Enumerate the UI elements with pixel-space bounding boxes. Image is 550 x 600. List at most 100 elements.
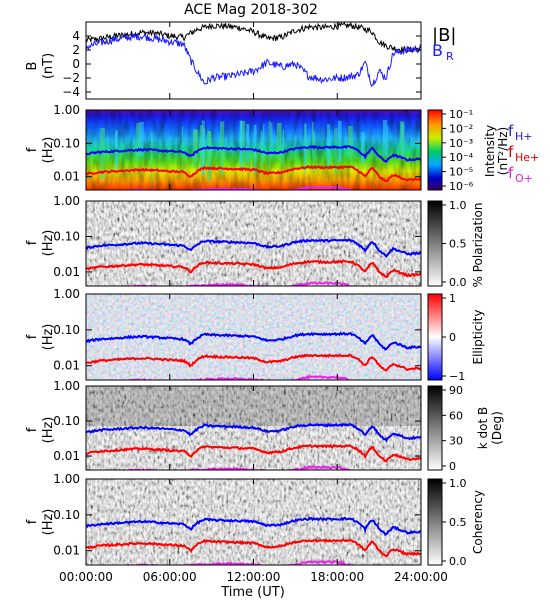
colorbar-tick-label: −1: [449, 370, 465, 383]
intensity-streak: [261, 130, 263, 171]
polarization-colorbar: [427, 200, 443, 287]
intensity-streak: [282, 129, 284, 167]
polarization-y-ticks: 1.00 0.10 0.01: [53, 194, 421, 279]
h-plus-gyrofrequency-line: [86, 331, 421, 351]
intensity-streak: [399, 121, 405, 160]
polarization-panel: 1.00 0.10 0.01 f (Hz) 1.0 0.5 0.0 % Polariza…: [25, 194, 485, 289]
x-tick-label: 00:00:00: [59, 570, 113, 584]
field-y-tick-label: 0: [72, 57, 80, 71]
intensity-panel: 1.00 0.10 0.01 f (Hz) 10⁻¹10⁻² 10⁻³10⁻⁴ 10⁻⁵…: [25, 103, 539, 193]
intensity-ylabel: f: [25, 147, 40, 152]
colorbar-tick-label: 60: [449, 409, 463, 422]
coherency-colorbar-ticks: 1.0 0.5 0.0: [442, 477, 467, 568]
kdotb-y-ticks: 1.00 0.10 0.01: [53, 379, 421, 463]
field-panel: 420−2−4 B (nT) |B| B R: [25, 21, 456, 100]
intensity-streak: [181, 126, 184, 169]
coherency-ylabel: f: [25, 519, 40, 524]
x-axis-label: Time (UT): [220, 585, 285, 600]
kdotb-colorbar-unit: (Deg): [490, 411, 504, 445]
y-tick-label: 1.00: [53, 103, 80, 117]
kdotb-gyro-lines: [86, 422, 421, 470]
colorbar-tick-label: 30: [449, 435, 463, 448]
intensity-colorbar-unit: (nT²/Hz): [496, 127, 510, 175]
intensity-streak: [347, 125, 353, 159]
field-ylabel: B: [25, 62, 40, 71]
colorbar-tick-label: 90: [449, 384, 463, 397]
radial-field-line: [86, 32, 421, 88]
field-series-group: [86, 22, 421, 88]
polarization-ylabel: f: [25, 240, 40, 245]
colorbar-tick-label: 0.0: [449, 276, 467, 289]
kdotb-colorbar-label: k dot B: [476, 407, 490, 449]
ellipticity-yunit: (Hz): [41, 324, 56, 351]
colorbar-tick-label: 10⁻³: [449, 137, 473, 150]
intensity-streak: [382, 120, 388, 156]
colorbar-tick-label: 1.0: [449, 199, 467, 212]
y-tick-label: 0.10: [53, 508, 80, 522]
polarization-colorbar-ticks: 1.0 0.5 0.0: [442, 199, 467, 289]
intensity-streak: [337, 120, 342, 163]
he-plus-gyrofrequency-line: [86, 538, 421, 558]
intensity-streak: [276, 122, 282, 158]
intensity-streak: [139, 121, 144, 156]
h-plus-gyrofrequency-line: [86, 144, 421, 163]
y-tick-label: 0.10: [53, 229, 80, 243]
legend-f-h: f: [508, 122, 514, 140]
intensity-streak: [240, 120, 246, 169]
ellipticity-colorbar-ticks: 1 0 −1: [442, 292, 465, 383]
h-plus-gyrofrequency-line: [86, 516, 421, 537]
kdotb-panel: 1.00 0.10 0.01 f (Hz) 90 60 30 0 k dot B (Deg…: [25, 379, 504, 473]
intensity-colorbar-ticks: 10⁻¹10⁻² 10⁻³10⁻⁴ 10⁻⁵10⁻⁶: [442, 108, 474, 193]
coherency-colorbar: [427, 478, 443, 566]
colorbar-tick-label: 10⁻⁶: [449, 180, 474, 193]
intensity-streak: [268, 120, 271, 170]
kdotb-colorbar: [427, 385, 443, 471]
he-plus-gyrofrequency-line: [86, 353, 421, 372]
x-tick-label: 24:00:00: [394, 570, 448, 584]
he-plus-gyrofrequency-line: [86, 259, 421, 279]
kdotb-ylabel: f: [25, 427, 40, 432]
ellipticity-y-ticks: 1.00 0.10 0.01: [53, 287, 421, 373]
colorbar-tick-label: 10⁻⁵: [449, 166, 473, 179]
field-panel-bg: [86, 22, 421, 99]
y-tick-label: 0.01: [53, 544, 80, 558]
ellipticity-colorbar-label: Ellipticity: [471, 310, 485, 365]
legend-he-plus: He+: [515, 151, 539, 164]
intensity-streak: [194, 130, 199, 162]
intensity-colorbar-label: Intensity: [483, 125, 497, 177]
colorbar-tick-label: 10⁻⁴: [449, 151, 474, 164]
legend-radial-field: B: [432, 41, 443, 60]
polarization-colorbar-label: % Polarization: [471, 203, 485, 288]
intensity-streak: [361, 131, 365, 164]
he-plus-gyrofrequency-line: [86, 164, 421, 183]
legend-radial-subscript: R: [446, 50, 454, 63]
y-tick-label: 0.01: [53, 265, 80, 279]
chart-title: ACE Mag 2018-302: [184, 2, 318, 18]
colorbar-tick-label: 0.5: [449, 516, 467, 529]
intensity-streak: [239, 120, 243, 164]
colorbar-tick-label: 0: [449, 460, 456, 473]
colorbar-tick-label: 10⁻²: [449, 122, 473, 135]
intensity-streak: [270, 122, 273, 157]
legend-total-field: |B|: [432, 25, 456, 46]
y-tick-label: 1.00: [53, 287, 80, 301]
colorbar-tick-label: 0.0: [449, 555, 467, 568]
kdotb-darkening: [86, 386, 421, 426]
y-tick-label: 1.00: [53, 379, 80, 393]
h-plus-gyrofrequency-line: [86, 238, 421, 258]
intensity-streak: [304, 124, 306, 173]
total-field-line: [86, 22, 421, 54]
x-tick-label: 06:00:00: [143, 570, 197, 584]
legend-o-plus: O+: [515, 172, 533, 185]
field-y-tick-label: −2: [62, 71, 80, 85]
intensity-y-ticks: 1.00 0.10 0.01: [53, 103, 421, 184]
intensity-streak: [246, 123, 250, 163]
field-y-ticks: 420−2−4: [62, 29, 421, 99]
intensity-streak: [312, 122, 314, 159]
intensity-streaks: [100, 120, 405, 186]
intensity-streak: [334, 128, 338, 175]
y-tick-label: 1.00: [53, 472, 80, 486]
y-tick-label: 0.01: [53, 359, 80, 373]
x-tick-label: 18:00:00: [310, 570, 364, 584]
y-tick-label: 0.01: [53, 449, 80, 463]
